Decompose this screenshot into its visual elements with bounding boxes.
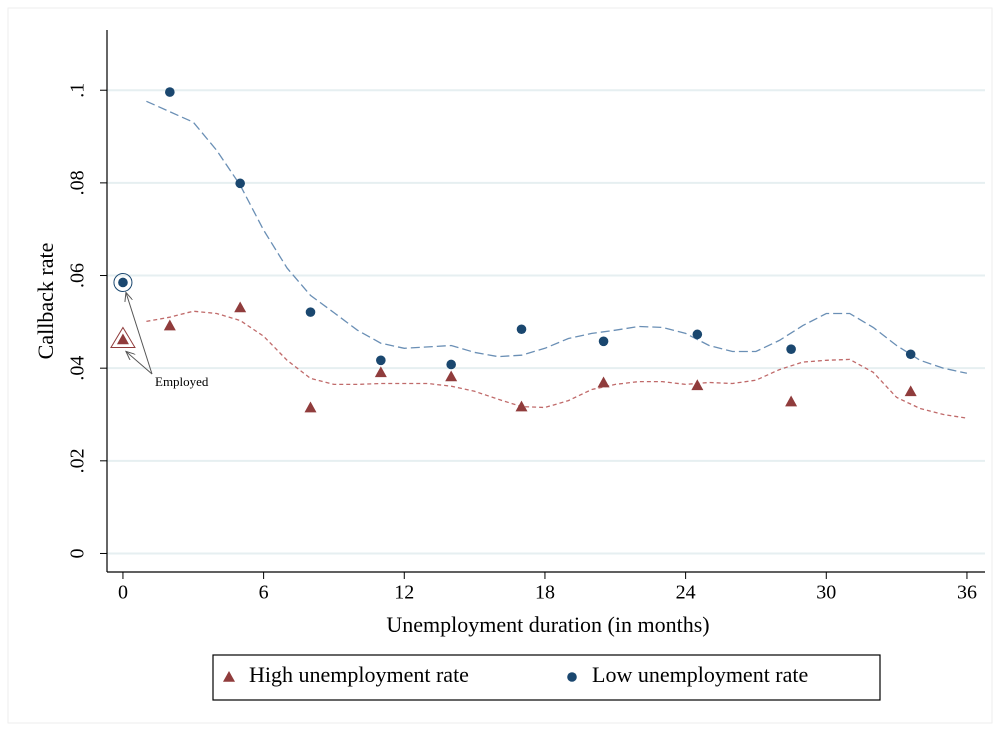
point (691, 379, 704, 391)
point (165, 87, 175, 97)
point (304, 401, 317, 413)
point (598, 336, 609, 347)
x-tick-label: 0 (118, 582, 128, 604)
point (446, 359, 456, 370)
point (118, 277, 128, 288)
x-tick-label: 36 (957, 582, 977, 604)
x-tick-label: 24 (676, 582, 696, 604)
x-axis-title: Unemployment duration (in months) (386, 612, 709, 637)
annotation-arrow (126, 292, 153, 375)
x-tick-label: 18 (535, 582, 555, 604)
x-tick-label: 12 (394, 582, 414, 604)
point (376, 355, 386, 366)
y-tick-label: .1 (67, 83, 89, 98)
point (234, 301, 247, 313)
x-tick-label: 30 (816, 582, 836, 604)
point (515, 400, 528, 412)
y-axis-title: Callback rate (33, 243, 58, 360)
point (445, 370, 458, 382)
point (904, 385, 917, 397)
legend-marker (223, 671, 235, 682)
x-tick-label: 6 (259, 582, 269, 604)
point (786, 344, 796, 354)
highlight-ring (110, 326, 136, 348)
highlight-ring (113, 272, 133, 292)
point (905, 349, 916, 360)
y-tick-label: .04 (67, 356, 89, 381)
background (7, 7, 993, 724)
y-tick-label: .08 (67, 170, 89, 195)
legend-label: High unemployment rate (249, 662, 469, 687)
point (516, 324, 527, 335)
y-tick-label: .02 (67, 448, 89, 473)
point (163, 319, 176, 331)
legend-label: Low unemployment rate (592, 662, 808, 687)
legend-marker (567, 672, 577, 682)
point (305, 307, 316, 317)
point (692, 329, 703, 340)
fit-line (146, 100, 968, 374)
point (374, 366, 387, 378)
annotation: Employed (155, 374, 209, 389)
point (235, 178, 245, 189)
point (785, 395, 798, 407)
point (597, 376, 610, 388)
y-tick-label: 0 (67, 548, 89, 558)
legend (212, 654, 881, 701)
grid (107, 89, 985, 555)
annotation-arrow (126, 351, 153, 375)
point (116, 333, 129, 345)
y-tick-label: .06 (67, 263, 89, 288)
